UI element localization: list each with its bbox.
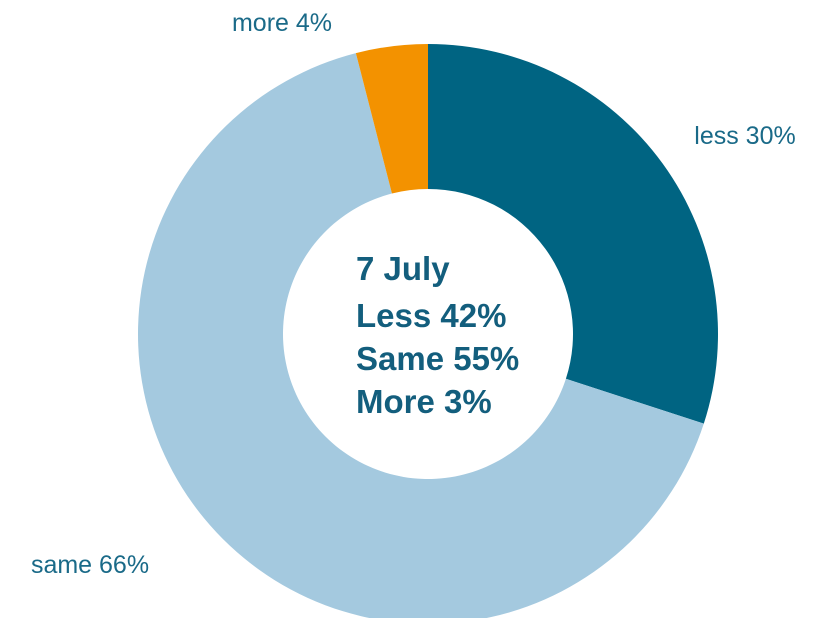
center-text-date: 7 July xyxy=(356,250,450,287)
center-text-less: Less 42% xyxy=(356,297,506,334)
center-annotation: 7 July Less 42% Same 55% More 3% xyxy=(356,250,519,420)
center-text-more: More 3% xyxy=(356,383,492,420)
slice-label-more: more 4% xyxy=(232,9,332,37)
center-text-same: Same 55% xyxy=(356,340,519,377)
slice-label-same: same 66% xyxy=(31,551,149,579)
slice-label-less: less 30% xyxy=(694,122,795,150)
